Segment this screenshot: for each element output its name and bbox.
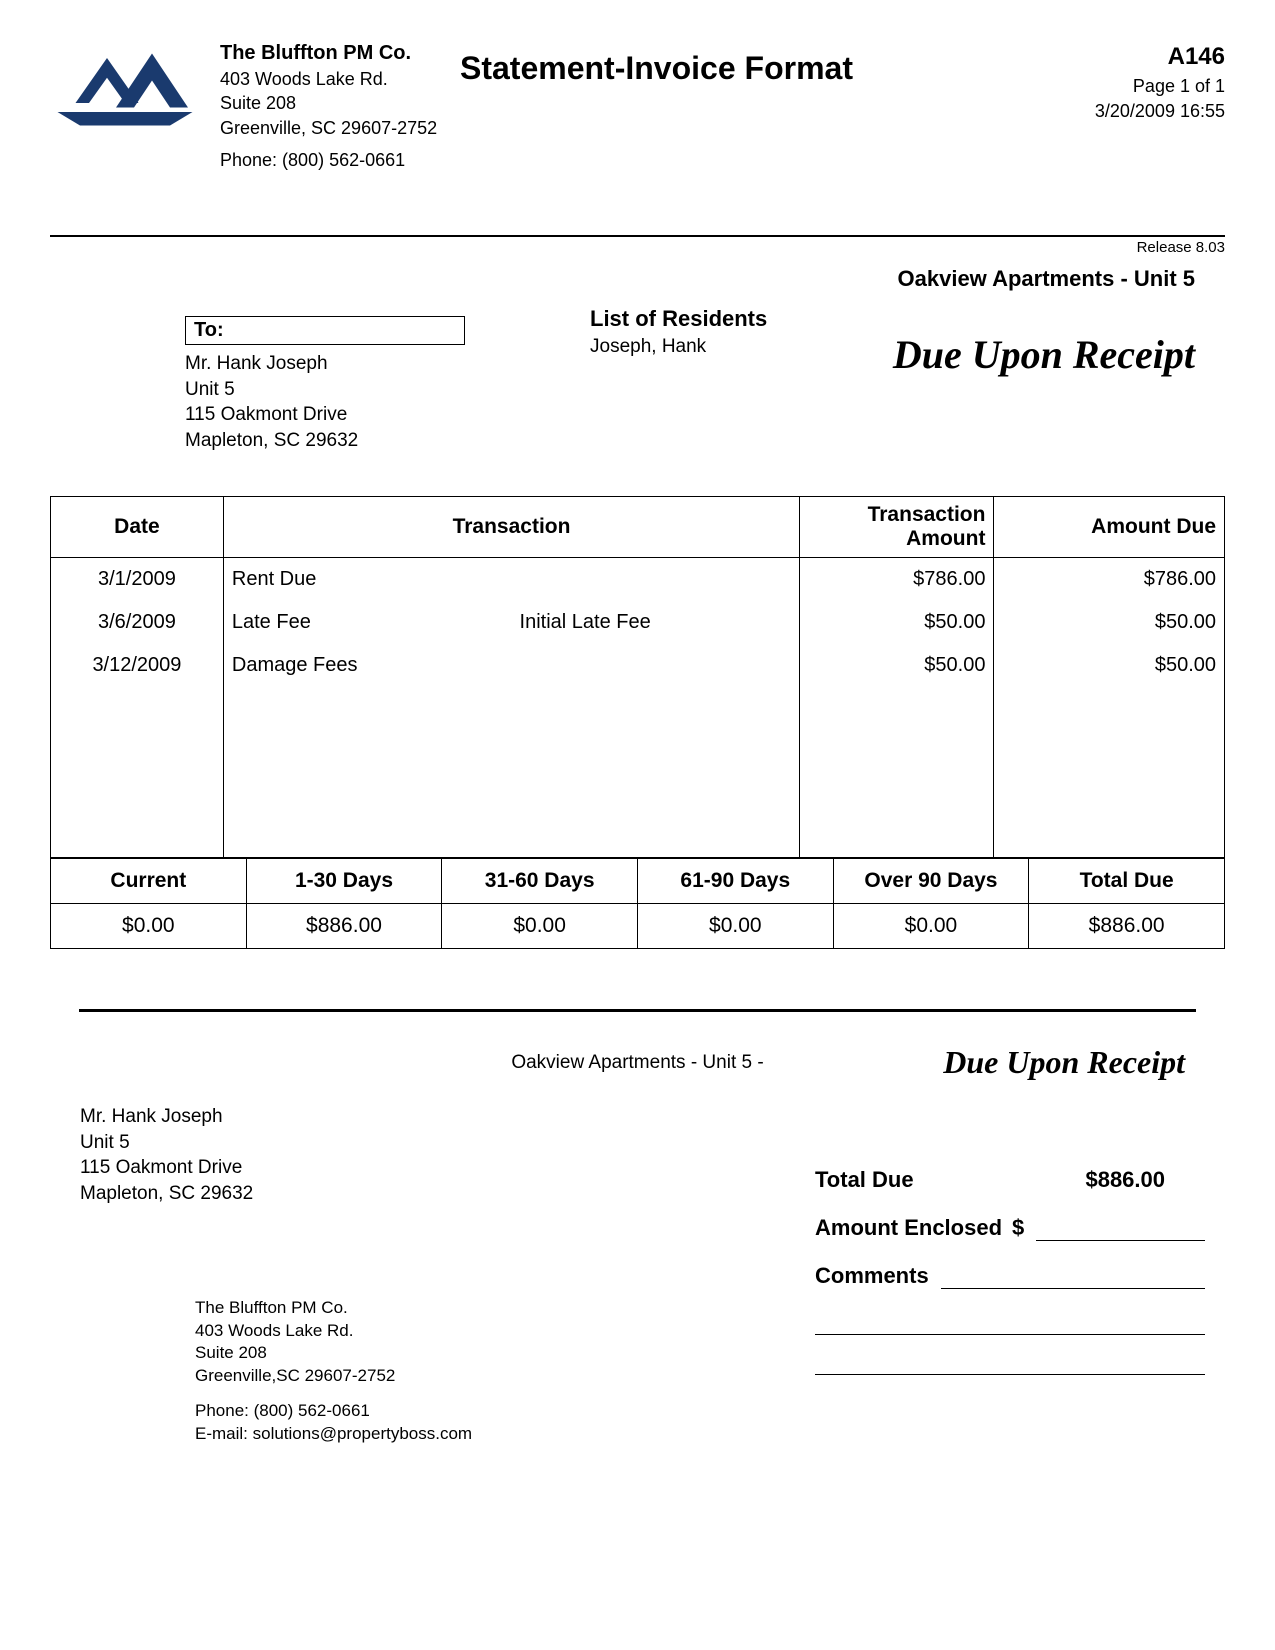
company-logo <box>50 40 200 135</box>
doc-code: A146 <box>1095 40 1225 74</box>
company-addr2: Suite 208 <box>220 91 437 115</box>
document-meta: A146 Page 1 of 1 3/20/2009 16:55 <box>1095 40 1225 124</box>
company-address-block: The Bluffton PM Co. 403 Woods Lake Rd. S… <box>220 40 437 172</box>
cell-due: $50.00 <box>994 644 1225 858</box>
page-indicator: Page 1 of 1 <box>1095 74 1225 99</box>
th-31-60: 31-60 Days <box>442 859 638 904</box>
cell-date: 3/12/2009 <box>51 644 224 858</box>
header-rule <box>50 235 1225 237</box>
cell-desc: Rent Due <box>223 558 511 602</box>
amount-enclosed-blank <box>1036 1219 1205 1241</box>
due-upon-receipt: Due Upon Receipt <box>893 331 1195 378</box>
th-transaction: Transaction <box>223 497 799 558</box>
company-city: Greenville, SC 29607-2752 <box>220 116 437 140</box>
th-1-30: 1-30 Days <box>246 859 442 904</box>
th-amount-due: Amount Due <box>994 497 1225 558</box>
cell-date: 3/1/2009 <box>51 558 224 602</box>
property-name: Oakview Apartments - Unit 5 <box>898 266 1195 292</box>
amount-enclosed-row: Amount Enclosed $ <box>815 1215 1205 1241</box>
recipient-address: Mr. Hank Joseph Unit 5 115 Oakmont Drive… <box>185 351 358 454</box>
comments-blank-2 <box>815 1311 1205 1335</box>
residents-list: Joseph, Hank <box>590 336 706 358</box>
comments-blank-3 <box>815 1351 1205 1375</box>
subheader: Oakview Apartments - Unit 5 To: Mr. Hank… <box>50 266 1225 466</box>
amount-enclosed-label: Amount Enclosed <box>815 1215 1002 1241</box>
cell-current: $0.00 <box>51 904 247 949</box>
th-current: Current <box>51 859 247 904</box>
total-due-row: Total Due $886.00 <box>815 1167 1205 1193</box>
cell-amount: $50.00 <box>800 601 994 644</box>
cell-date: 3/6/2009 <box>51 601 224 644</box>
stub-company-contact: Phone: (800) 562-0661 E-mail: solutions@… <box>195 1400 1225 1446</box>
document-header: The Bluffton PM Co. 403 Woods Lake Rd. S… <box>50 40 1225 180</box>
total-due-label: Total Due <box>815 1167 914 1193</box>
stub-company-email: E-mail: solutions@propertyboss.com <box>195 1423 1225 1446</box>
recipient-name: Mr. Hank Joseph <box>185 351 358 377</box>
stub-due-upon-receipt: Due Upon Receipt <box>943 1044 1185 1081</box>
recipient-street: 115 Oakmont Drive <box>185 402 358 428</box>
document-title: Statement-Invoice Format <box>460 50 853 87</box>
cell-31-60: $0.00 <box>442 904 638 949</box>
doc-datetime: 3/20/2009 16:55 <box>1095 99 1225 124</box>
table-row: 3/12/2009 Damage Fees $50.00 $50.00 <box>51 644 1225 858</box>
cell-desc: Damage Fees <box>223 644 511 858</box>
th-over-90: Over 90 Days <box>833 859 1029 904</box>
company-phone: Phone: (800) 562-0661 <box>220 148 437 172</box>
cell-subdesc <box>512 644 800 858</box>
company-addr1: 403 Woods Lake Rd. <box>220 67 437 91</box>
total-due-value: $886.00 <box>1085 1167 1205 1193</box>
recipient-unit: Unit 5 <box>185 377 358 403</box>
cell-due: $50.00 <box>994 601 1225 644</box>
cell-1-30: $886.00 <box>246 904 442 949</box>
cell-over-90: $0.00 <box>833 904 1029 949</box>
cell-amount: $786.00 <box>800 558 994 602</box>
recipient-city: Mapleton, SC 29632 <box>185 428 358 454</box>
stub-totals-block: Total Due $886.00 Amount Enclosed $ Comm… <box>815 1167 1205 1391</box>
cell-due: $786.00 <box>994 558 1225 602</box>
cell-subdesc: Initial Late Fee <box>512 601 800 644</box>
cell-subdesc <box>512 558 800 602</box>
th-61-90: 61-90 Days <box>637 859 833 904</box>
remittance-stub: Oakview Apartments - Unit 5 - Due Upon R… <box>50 1052 1225 1446</box>
comments-label: Comments <box>815 1263 929 1289</box>
stub-recipient-name: Mr. Hank Joseph <box>80 1104 1225 1130</box>
to-label-box: To: <box>185 316 465 345</box>
table-row: 3/1/2009 Rent Due $786.00 $786.00 <box>51 558 1225 602</box>
aging-row: $0.00 $886.00 $0.00 $0.00 $0.00 $886.00 <box>51 904 1225 949</box>
cell-amount: $50.00 <box>800 644 994 858</box>
cell-61-90: $0.00 <box>637 904 833 949</box>
th-date: Date <box>51 497 224 558</box>
stub-company-phone: Phone: (800) 562-0661 <box>195 1400 1225 1423</box>
table-row: 3/6/2009 Late Fee Initial Late Fee $50.0… <box>51 601 1225 644</box>
comments-row: Comments <box>815 1263 1205 1289</box>
comments-blank-1 <box>941 1267 1205 1289</box>
aging-table: Current 1-30 Days 31-60 Days 61-90 Days … <box>50 858 1225 949</box>
residents-label: List of Residents <box>590 306 767 332</box>
mountain-icon <box>50 40 200 130</box>
th-total-due: Total Due <box>1029 859 1225 904</box>
release-version: Release 8.03 <box>50 239 1225 256</box>
stub-separator <box>79 1009 1195 1012</box>
th-tx-amount: Transaction Amount <box>800 497 994 558</box>
dollar-sign: $ <box>1012 1215 1024 1241</box>
stub-recipient-unit: Unit 5 <box>80 1130 1225 1156</box>
company-name: The Bluffton PM Co. <box>220 40 437 67</box>
cell-desc: Late Fee <box>223 601 511 644</box>
transactions-table: Date Transaction Transaction Amount Amou… <box>50 496 1225 858</box>
cell-total-due: $886.00 <box>1029 904 1225 949</box>
